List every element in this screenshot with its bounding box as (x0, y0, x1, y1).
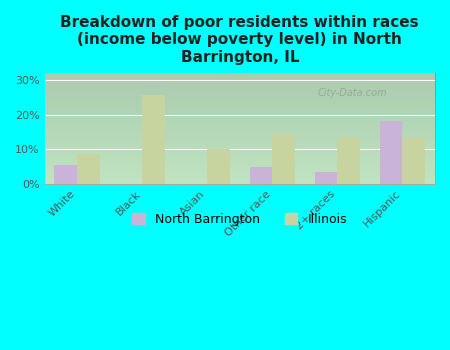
Bar (77, 154, 100, 184)
Text: City-Data.com: City-Data.com (318, 88, 387, 98)
Bar (207, 149, 230, 184)
Title: Breakdown of poor residents within races
(income below poverty level) in North
B: Breakdown of poor residents within races… (60, 15, 419, 65)
Bar (250, 167, 272, 184)
Bar (380, 121, 402, 184)
Bar (142, 96, 165, 184)
Bar (338, 137, 360, 184)
Legend: North Barrington, Illinois: North Barrington, Illinois (127, 208, 352, 231)
Bar (54, 165, 77, 184)
Bar (315, 172, 338, 184)
Bar (402, 137, 425, 184)
Bar (272, 134, 295, 184)
